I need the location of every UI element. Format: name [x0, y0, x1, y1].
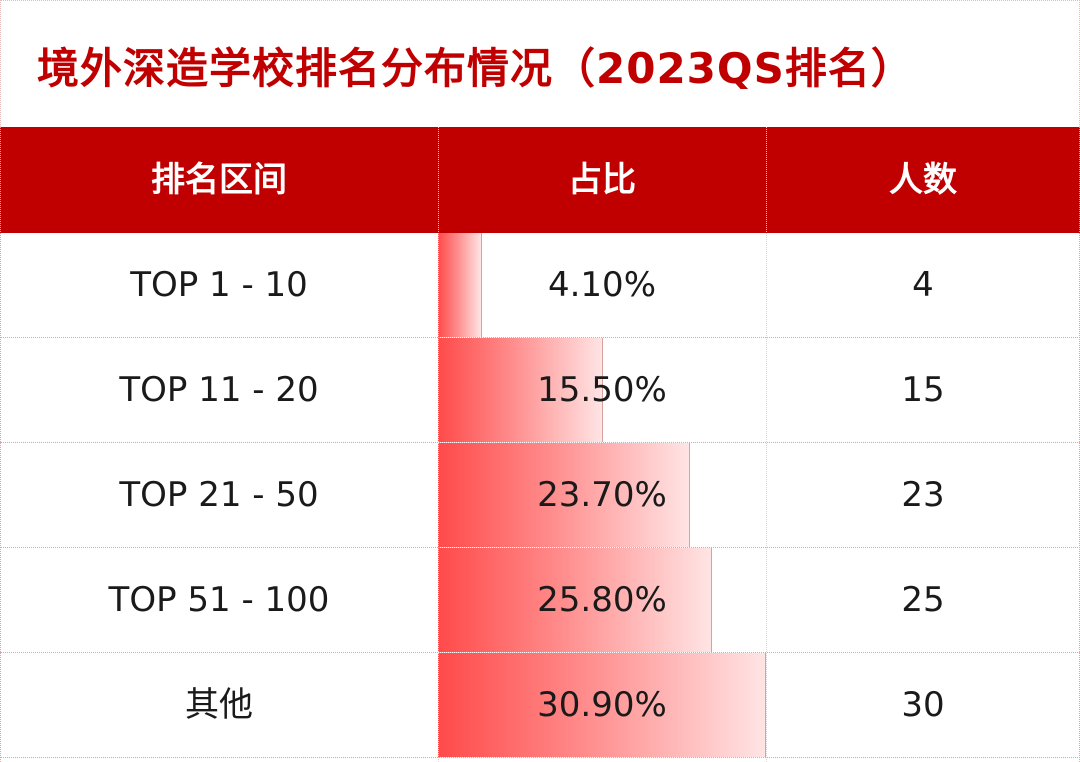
percent-bar	[438, 443, 690, 547]
percent-cell: 25.80%	[537, 580, 667, 620]
table-header: 排名区间 占比 人数	[0, 127, 1080, 233]
count-cell: 4	[912, 265, 934, 305]
count-cell: 23	[901, 475, 945, 515]
percent-cell: 15.50%	[537, 370, 667, 410]
column-divider	[438, 127, 439, 762]
title-bar: 境外深造学校排名分布情况（2023QS排名）	[0, 0, 1080, 127]
percent-bar	[438, 653, 766, 757]
table-row: TOP 11 - 20 15.50% 15	[0, 338, 1080, 443]
count-cell: 30	[901, 685, 945, 725]
table-row: TOP 51 - 100 25.80% 25	[0, 548, 1080, 653]
percent-bar	[438, 233, 482, 337]
percent-bar	[438, 548, 712, 652]
column-divider	[766, 127, 767, 762]
percent-cell: 4.10%	[547, 265, 656, 305]
ranking-table: 排名区间 占比 人数 TOP 1 - 10 4.10% 4 TOP 11 - 2…	[0, 127, 1080, 762]
header-range: 排名区间	[151, 160, 287, 200]
range-cell: 其他	[185, 685, 253, 725]
table-row: 其他 30.90% 30	[0, 653, 1080, 758]
header-percent: 占比	[568, 160, 636, 200]
page-title: 境外深造学校排名分布情况（2023QS排名）	[37, 44, 914, 93]
count-cell: 25	[901, 580, 945, 620]
range-cell: TOP 21 - 50	[119, 475, 319, 515]
range-cell: TOP 51 - 100	[108, 580, 330, 620]
header-count: 人数	[889, 160, 957, 200]
table-row: TOP 1 - 10 4.10% 4	[0, 233, 1080, 338]
count-cell: 15	[901, 370, 945, 410]
range-cell: TOP 11 - 20	[119, 370, 319, 410]
range-cell: TOP 1 - 10	[130, 265, 308, 305]
percent-cell: 30.90%	[537, 685, 667, 725]
table-row: TOP 21 - 50 23.70% 23	[0, 443, 1080, 548]
percent-bar	[438, 338, 603, 442]
percent-cell: 23.70%	[537, 475, 667, 515]
